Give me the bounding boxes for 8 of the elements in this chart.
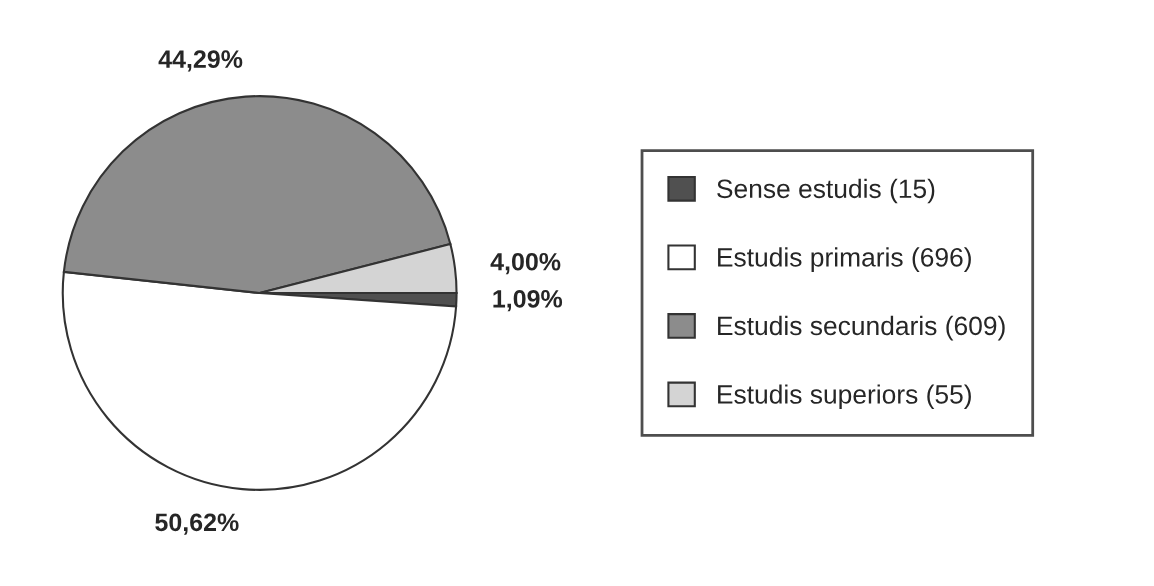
legend-label: Estudis secundaris (609) <box>718 315 1005 341</box>
legend-label: Estudis superiors (55) <box>718 384 971 409</box>
data-label: 4,00% <box>490 252 561 275</box>
legend-label: Estudis primaris (696) <box>718 247 971 272</box>
data-label: 44,29% <box>158 50 243 72</box>
data-label: 50,62% <box>155 513 239 535</box>
legend-label: Sense estudis (15) <box>717 178 935 204</box>
data-label: 1,09% <box>493 289 563 312</box>
